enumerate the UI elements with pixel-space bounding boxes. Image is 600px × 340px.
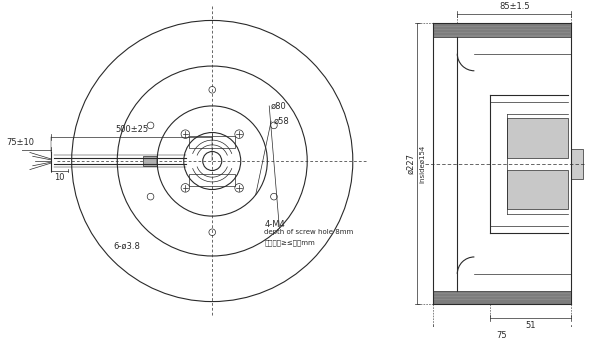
Text: 机壳深度≥≤一至mm: 机壳深度≥≤一至mm <box>265 239 315 245</box>
Bar <box>190 136 235 148</box>
Text: 6-ø3.8: 6-ø3.8 <box>113 242 140 251</box>
Text: ø58: ø58 <box>274 117 290 125</box>
Bar <box>571 149 583 179</box>
Text: ø227: ø227 <box>406 153 415 174</box>
Bar <box>506 170 568 209</box>
Text: 85±1.5: 85±1.5 <box>499 2 530 11</box>
Text: 500±25: 500±25 <box>115 125 148 134</box>
Text: 51: 51 <box>525 321 536 329</box>
Text: depth of screw hole 8mm: depth of screw hole 8mm <box>265 230 354 235</box>
Text: 75: 75 <box>497 331 507 340</box>
Bar <box>433 291 571 304</box>
Text: 10: 10 <box>54 173 65 182</box>
Bar <box>506 118 568 158</box>
Text: 4-M4: 4-M4 <box>265 220 285 229</box>
Text: ø80: ø80 <box>271 101 287 110</box>
Bar <box>433 23 571 37</box>
Bar <box>143 156 157 166</box>
Text: insideø154: insideø154 <box>419 145 425 183</box>
Bar <box>190 174 235 186</box>
Text: 75±10: 75±10 <box>6 138 34 147</box>
